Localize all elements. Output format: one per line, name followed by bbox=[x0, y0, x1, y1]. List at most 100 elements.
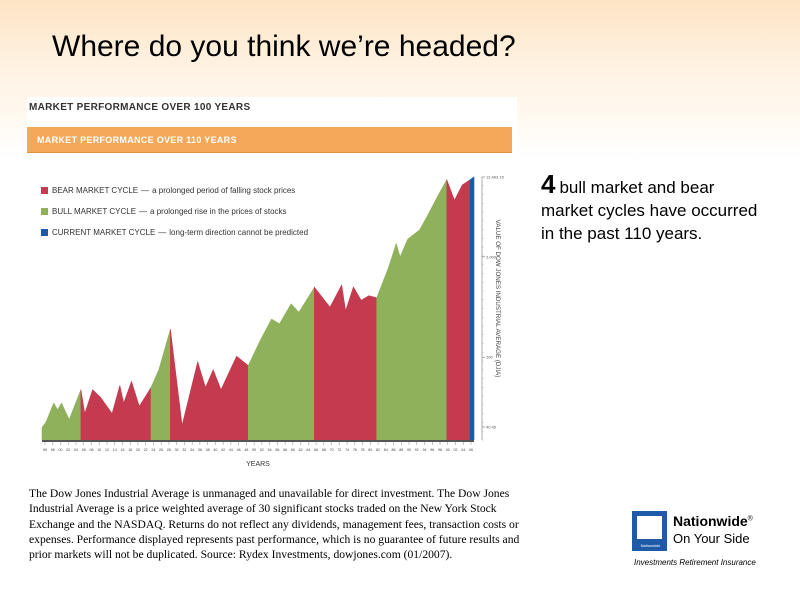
x-tick-label: 22 bbox=[144, 448, 148, 452]
legend-swatch bbox=[41, 187, 48, 194]
x-tick-label: 74 bbox=[345, 448, 349, 452]
x-tick-label: 84 bbox=[384, 448, 388, 452]
legend-name: BEAR MARKET CYCLE bbox=[52, 186, 139, 195]
y-tick-label: 200 bbox=[486, 355, 493, 360]
x-tick-label: 06 bbox=[82, 448, 86, 452]
x-tick-label: 70 bbox=[330, 448, 334, 452]
logo-name: Nationwide® bbox=[673, 513, 753, 529]
x-tick-label: 20 bbox=[136, 448, 140, 452]
x-tick-label: 08 bbox=[89, 448, 93, 452]
x-tick-label: 18 bbox=[128, 448, 132, 452]
x-tick-label: 96 bbox=[430, 448, 434, 452]
x-tick-label: 54 bbox=[268, 448, 272, 452]
legend-item-current: CURRENT MARKET CYCLE — long-term direction… bbox=[41, 227, 308, 238]
x-tick-label: 04 bbox=[461, 448, 465, 452]
legend-swatch bbox=[41, 208, 48, 215]
x-tick-label: 76 bbox=[353, 448, 357, 452]
x-tick-label: 44 bbox=[229, 448, 233, 452]
cycle-area-bull-1924 bbox=[150, 329, 171, 441]
nationwide-logo: Nationwide Nationwide® On Your Side Inve… bbox=[632, 511, 772, 571]
legend-name: CURRENT MARKET CYCLE bbox=[52, 228, 156, 237]
cycle-area-bull-1982 bbox=[376, 178, 448, 441]
x-tick-label: 98 bbox=[51, 448, 55, 452]
x-tick-label: 16 bbox=[120, 448, 124, 452]
cycle-area-bull-1949 bbox=[248, 286, 315, 441]
x-tick-label: 62 bbox=[299, 448, 303, 452]
legend-desc: a prolonged period of falling stock pric… bbox=[152, 186, 296, 195]
x-tick-label: 58 bbox=[283, 448, 287, 452]
chart-legend: BEAR MARKET CYCLE — a prolonged period of … bbox=[41, 185, 308, 248]
legend-desc: long-term direction cannot be predicted bbox=[169, 228, 309, 237]
chart-heading: MARKET PERFORMANCE OVER 100 YEARS bbox=[29, 102, 251, 113]
cycle-area-bull-1896 bbox=[41, 389, 82, 441]
disclaimer: The Dow Jones Industrial Average is unma… bbox=[29, 487, 520, 562]
x-tick-label: 14 bbox=[113, 448, 117, 452]
chart-panel: MARKET PERFORMANCE OVER 100 YEARS MARKET… bbox=[27, 97, 517, 479]
logo-tagline: On Your Side bbox=[673, 531, 750, 546]
y-tick-label: 40.45 bbox=[486, 424, 497, 429]
x-tick-label: 52 bbox=[260, 448, 264, 452]
registered-mark: ® bbox=[747, 515, 753, 523]
x-tick-label: 32 bbox=[182, 448, 186, 452]
cycle-area-bear-1906 bbox=[80, 380, 152, 441]
market-chart: 96 98 00 02 04 06 08 10 12 14 16 18 20 22 24 26 28 30 32 34… bbox=[41, 174, 505, 468]
x-tick-label: 38 bbox=[206, 448, 210, 452]
x-tick-label: 40 bbox=[213, 448, 217, 452]
logo-mark-text: Nationwide bbox=[640, 543, 661, 548]
x-tick-label: 50 bbox=[252, 448, 256, 452]
x-tick-label: 48 bbox=[244, 448, 248, 452]
x-axis-line bbox=[42, 440, 474, 442]
x-axis-label: YEARS bbox=[246, 461, 270, 468]
x-tick-label: 00 bbox=[58, 448, 62, 452]
legend-desc: a prolonged rise in the prices of stocks bbox=[150, 207, 287, 216]
x-tick-label: 90 bbox=[407, 448, 411, 452]
x-tick-label: 26 bbox=[159, 448, 163, 452]
x-tick-label: 60 bbox=[291, 448, 295, 452]
x-tick-label: 36 bbox=[198, 448, 202, 452]
x-tick-label: 46 bbox=[237, 448, 241, 452]
y-tick-label: 2,000 bbox=[486, 254, 497, 259]
callout-number: 4 bbox=[541, 169, 556, 199]
x-tick-label: 12 bbox=[105, 448, 109, 452]
x-tick-label: 56 bbox=[275, 448, 279, 452]
logo-subtitle: Investments Retirement Insurance bbox=[634, 558, 756, 567]
x-tick-label: 02 bbox=[66, 448, 70, 452]
x-tick-label: 04 bbox=[74, 448, 78, 452]
x-tick-label: 00 bbox=[446, 448, 450, 452]
x-tick-label: 92 bbox=[415, 448, 419, 452]
x-tick-label: 42 bbox=[221, 448, 225, 452]
legend-swatch bbox=[41, 229, 48, 236]
chart-banner-title: MARKET PERFORMANCE OVER 110 YEARS bbox=[37, 135, 237, 145]
x-tick-label: 88 bbox=[399, 448, 403, 452]
x-tick-label: 68 bbox=[322, 448, 326, 452]
x-tick-label: 28 bbox=[167, 448, 171, 452]
x-tick-label: 64 bbox=[306, 448, 310, 452]
nationwide-logo-icon: Nationwide bbox=[632, 511, 667, 551]
legend-separator: — bbox=[139, 207, 148, 216]
x-tick-label: 86 bbox=[392, 448, 396, 452]
legend-name: BULL MARKET CYCLE bbox=[52, 207, 137, 216]
legend-item-bull: BULL MARKET CYCLE — a prolonged rise in th… bbox=[41, 206, 308, 217]
cycle-area-bear-1966 bbox=[314, 283, 377, 441]
legend-item-bear: BEAR MARKET CYCLE — a prolonged period of … bbox=[41, 185, 308, 196]
slide-title: Where do you think we’re headed? bbox=[52, 30, 516, 63]
x-tick-label: 82 bbox=[376, 448, 380, 452]
y-axis-label: VALUE OF DOW JONES INDUSTRIAL AVERAGE (D… bbox=[494, 220, 501, 378]
x-tick-label: 30 bbox=[175, 448, 179, 452]
callout: 4 bull market and bear market cycles have… bbox=[541, 171, 771, 245]
x-tick-label: 34 bbox=[190, 448, 194, 452]
x-tick-label: 02 bbox=[454, 448, 458, 452]
x-tick-label: 80 bbox=[368, 448, 372, 452]
x-tick-label: 78 bbox=[361, 448, 365, 452]
x-tick-label: 66 bbox=[314, 448, 318, 452]
y-tick-label: 12,463.15 bbox=[486, 174, 505, 179]
x-tick-label: 98 bbox=[438, 448, 442, 452]
x-tick-label: 24 bbox=[151, 448, 155, 452]
legend-separator: — bbox=[158, 228, 167, 237]
chart-banner: MARKET PERFORMANCE OVER 110 YEARS bbox=[27, 127, 512, 153]
cycle-area-current-2006 bbox=[469, 176, 475, 441]
x-tick-label: 06 bbox=[469, 448, 473, 452]
x-tick-label: 10 bbox=[97, 448, 101, 452]
logo-name-text: Nationwide bbox=[673, 513, 748, 529]
x-tick-label: 96 bbox=[43, 448, 47, 452]
